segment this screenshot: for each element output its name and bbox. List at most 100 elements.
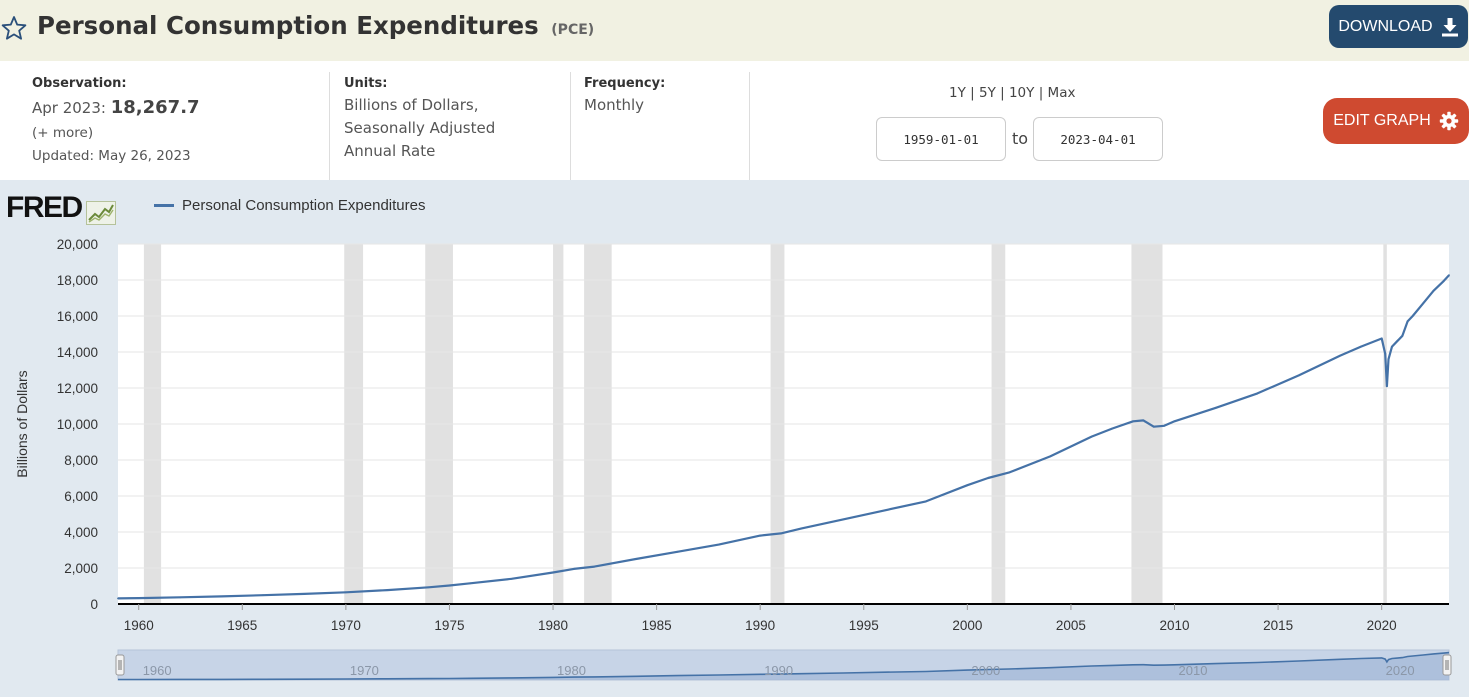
x-tick-label: 1975 bbox=[434, 618, 464, 633]
x-tick-label: 2010 bbox=[1159, 618, 1189, 633]
to-label: to bbox=[1012, 129, 1029, 148]
units-line: Billions of Dollars, bbox=[344, 96, 479, 114]
data-point bbox=[1411, 315, 1414, 317]
y-tick-label: 12,000 bbox=[57, 381, 98, 396]
data-point bbox=[1163, 424, 1166, 427]
data-point bbox=[262, 594, 264, 597]
x-tick-label: 1980 bbox=[538, 618, 568, 633]
data-point bbox=[1422, 302, 1425, 305]
gear-icon bbox=[1439, 111, 1458, 131]
data-point bbox=[842, 518, 844, 521]
data-point bbox=[1007, 471, 1010, 474]
data-point bbox=[510, 577, 513, 580]
data-point bbox=[179, 596, 182, 599]
x-tick-label: 1985 bbox=[642, 618, 672, 633]
download-button[interactable]: DOWNLOAD bbox=[1329, 5, 1468, 48]
units-line: Seasonally Adjusted bbox=[344, 119, 496, 137]
star-icon[interactable] bbox=[1, 15, 27, 41]
data-point bbox=[1384, 352, 1387, 355]
y-tick-label: 6,000 bbox=[64, 489, 98, 504]
data-point bbox=[676, 550, 679, 553]
x-tick-label: 2020 bbox=[1367, 618, 1397, 633]
range-10y[interactable]: 10Y bbox=[1008, 85, 1035, 101]
navigator-tick-label: 2010 bbox=[1179, 663, 1208, 678]
end-date-input[interactable]: 2023-04-01 bbox=[1033, 117, 1163, 161]
data-point bbox=[593, 565, 596, 568]
fred-logo-text: FRED bbox=[6, 191, 83, 224]
observation-label: Observation: bbox=[32, 76, 127, 91]
y-tick-label: 8,000 bbox=[64, 453, 98, 468]
data-point bbox=[1256, 392, 1259, 395]
y-tick-label: 14,000 bbox=[57, 345, 98, 360]
units-line: Annual Rate bbox=[344, 142, 436, 160]
fred-logo[interactable]: FRED bbox=[6, 191, 116, 225]
data-point bbox=[137, 597, 140, 599]
navigator-line bbox=[118, 651, 1450, 681]
y-tick-label: 20,000 bbox=[57, 237, 98, 252]
frequency-value: Monthly bbox=[584, 96, 645, 114]
data-point bbox=[1442, 280, 1445, 282]
units-panel: Units: Billions of Dollars, Seasonally A… bbox=[330, 72, 571, 180]
observation-value: 18,267.7 bbox=[110, 97, 200, 118]
y-tick-label: 0 bbox=[90, 597, 98, 612]
data-point bbox=[1339, 354, 1342, 357]
data-point bbox=[1152, 425, 1155, 428]
chart-legend[interactable]: Personal Consumption Expenditures bbox=[154, 197, 425, 214]
navigator-handle[interactable] bbox=[1442, 654, 1452, 676]
title-bar: Personal Consumption Expenditures (PCE) … bbox=[0, 0, 1469, 61]
range-max[interactable]: Max bbox=[1047, 85, 1076, 101]
y-tick-label: 4,000 bbox=[64, 525, 98, 540]
data-point bbox=[552, 571, 554, 574]
frequency-panel: Frequency: Monthly bbox=[571, 72, 750, 180]
data-point bbox=[1173, 420, 1176, 423]
data-point bbox=[883, 509, 886, 512]
units-value: Billions of Dollars, Seasonally Adjusted… bbox=[344, 94, 495, 163]
data-point bbox=[448, 584, 451, 587]
data-point bbox=[780, 532, 782, 535]
y-tick-label: 16,000 bbox=[57, 309, 98, 324]
data-point bbox=[1049, 455, 1052, 458]
x-tick-label: 2015 bbox=[1263, 618, 1293, 633]
frequency-label: Frequency: bbox=[584, 76, 666, 91]
series-id: (PCE) bbox=[551, 22, 595, 38]
data-point bbox=[1215, 406, 1217, 409]
y-tick-label: 2,000 bbox=[64, 561, 98, 576]
page-title: Personal Consumption Expenditures (PCE) bbox=[37, 11, 594, 40]
observation-date: Apr 2023: bbox=[32, 99, 106, 117]
data-point bbox=[800, 527, 803, 530]
range-1y[interactable]: 1Y bbox=[949, 85, 966, 101]
x-tick-label: 1960 bbox=[124, 618, 154, 633]
navigator-tick-label: 2000 bbox=[971, 663, 1000, 678]
navigator-tick-label: 2020 bbox=[1386, 663, 1415, 678]
data-point bbox=[1432, 289, 1435, 292]
navigator-tick-label: 1990 bbox=[764, 663, 793, 678]
data-point bbox=[925, 500, 927, 503]
navigator-tick-label: 1970 bbox=[350, 663, 379, 678]
updated-date: Updated: May 26, 2023 bbox=[32, 148, 191, 164]
x-tick-label: 2005 bbox=[1056, 618, 1086, 633]
data-point bbox=[1406, 320, 1409, 323]
data-point bbox=[717, 543, 720, 546]
more-link[interactable]: (+ more) bbox=[32, 125, 94, 141]
range-5y[interactable]: 5Y bbox=[978, 85, 996, 101]
legend-swatch bbox=[154, 204, 174, 207]
data-point bbox=[1090, 435, 1093, 438]
navigator-tick-label: 1960 bbox=[143, 663, 172, 678]
legend-label: Personal Consumption Expenditures bbox=[182, 197, 426, 214]
data-point bbox=[966, 484, 969, 487]
series-title-text: Personal Consumption Expenditures bbox=[37, 11, 539, 40]
navigator-handle[interactable] bbox=[115, 654, 125, 676]
observation-line: Apr 2023: 18,267.7 bbox=[32, 96, 200, 120]
x-tick-label: 2000 bbox=[952, 618, 982, 633]
start-date-input[interactable]: 1959-01-01 bbox=[876, 117, 1006, 161]
data-point bbox=[1448, 274, 1450, 277]
x-tick-label: 1970 bbox=[331, 618, 361, 633]
edit-graph-button[interactable]: EDIT GRAPH bbox=[1323, 98, 1469, 144]
data-point bbox=[469, 582, 472, 585]
data-point bbox=[386, 589, 389, 592]
data-point bbox=[1132, 420, 1134, 423]
x-tick-label: 1995 bbox=[849, 618, 879, 633]
y-tick-label: 10,000 bbox=[57, 417, 98, 432]
data-point bbox=[1401, 334, 1404, 337]
